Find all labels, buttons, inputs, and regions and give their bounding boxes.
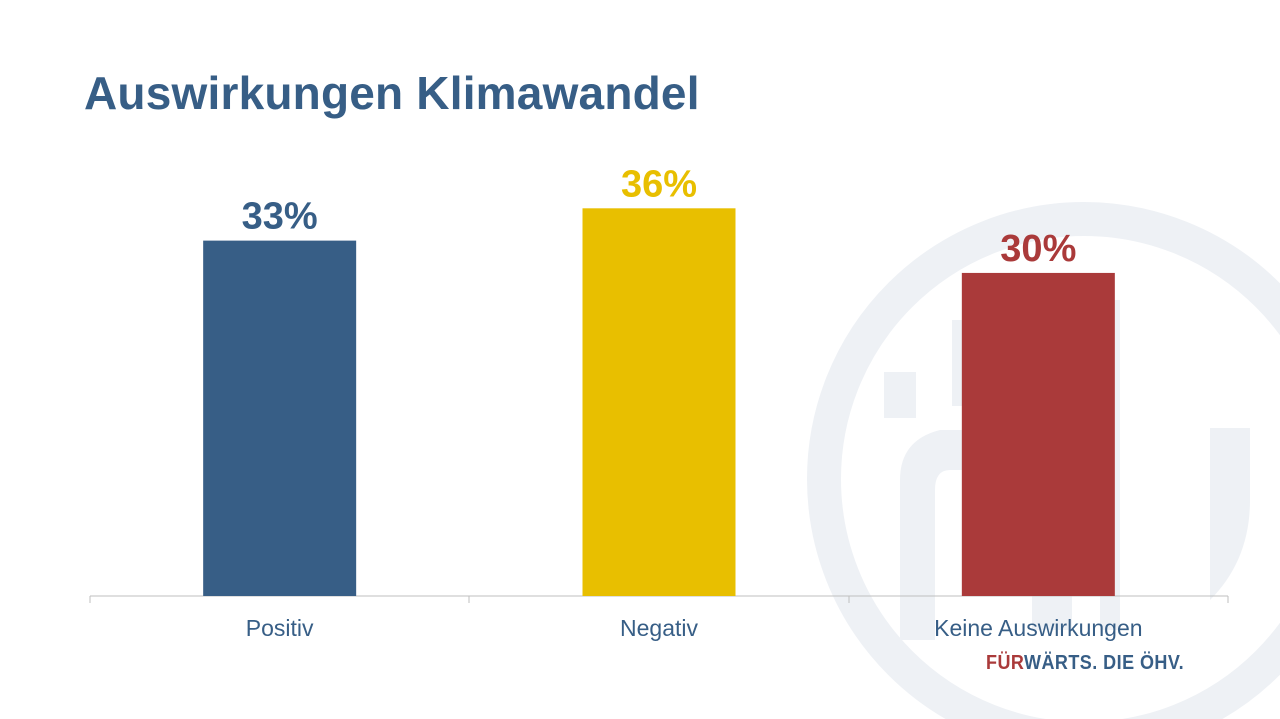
- x-axis: [89, 595, 1229, 603]
- brand-slogan-rest: WÄRTS. DIE ÖHV.: [1024, 652, 1185, 674]
- data-label: 30%: [1000, 228, 1076, 270]
- page-title: Auswirkungen Klimawandel: [84, 67, 700, 119]
- data-label: 33%: [242, 196, 318, 238]
- brand-slogan-accent: FÜR: [986, 652, 1025, 674]
- x-tick-label: Negativ: [620, 615, 698, 641]
- bar-negativ: [582, 208, 736, 597]
- bar-keine-auswirkungen: [961, 272, 1115, 596]
- bar-positiv: [203, 240, 357, 596]
- x-tick-label: Keine Auswirkungen: [934, 615, 1142, 641]
- bars: 33% Positiv 36% Negativ 30% Keine Auswirkunge…: [203, 163, 1143, 641]
- data-label: 36%: [621, 163, 697, 205]
- x-tick-label: Positiv: [246, 615, 314, 641]
- brand-slogan: FÜRWÄRTS. DIE ÖHV.: [986, 652, 1184, 675]
